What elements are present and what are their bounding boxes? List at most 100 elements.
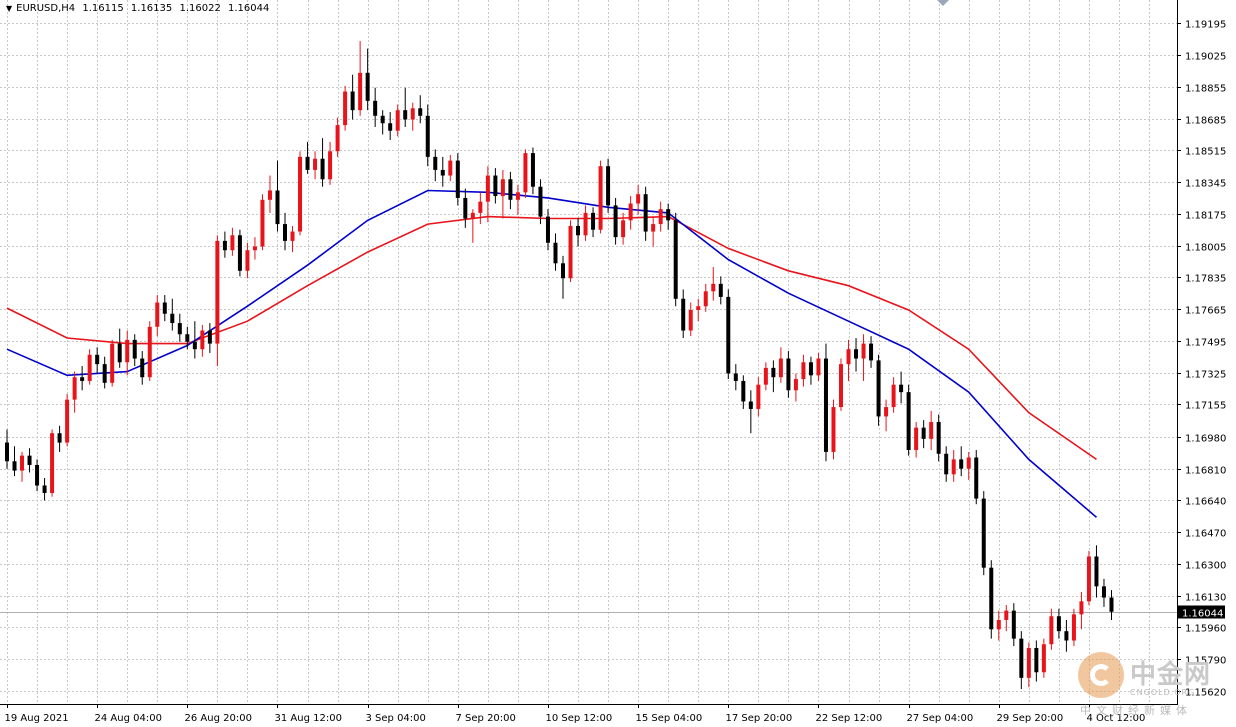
low-value: 1.16022	[179, 3, 221, 14]
candle-body	[485, 175, 490, 202]
candle-body	[1101, 586, 1106, 598]
price-tick-label: 1.17325	[1185, 370, 1226, 381]
candle-body	[568, 225, 573, 279]
time-tick-label: 15 Sep 04:00	[636, 713, 703, 724]
price-tick-label: 1.17665	[1185, 306, 1226, 317]
bear-candle	[823, 343, 828, 462]
bull-candle	[215, 235, 220, 367]
bear-candle	[718, 276, 723, 305]
bear-candle	[403, 87, 408, 127]
price-tick-label: 1.18685	[1185, 116, 1226, 127]
bear-candle	[944, 446, 949, 482]
candle-body	[733, 373, 738, 381]
bull-candle	[298, 151, 303, 236]
bear-candle	[5, 429, 9, 469]
bull-candle	[1004, 605, 1009, 632]
candle-body	[545, 216, 550, 243]
bull-candle	[711, 267, 716, 301]
candle-body	[981, 498, 986, 568]
candle-body	[606, 166, 611, 206]
bull-candle	[230, 227, 235, 256]
time-tick-label: 17 Sep 20:00	[726, 713, 793, 724]
bear-candle	[320, 138, 325, 187]
watermark-logo: 中金网 CNGOLD.ORG 中文财经新媒体	[1078, 652, 1228, 722]
candle-body	[185, 334, 190, 342]
bear-candle	[1011, 603, 1016, 647]
bear-candle	[12, 446, 17, 477]
time-tick-label: 27 Sep 04:00	[907, 713, 974, 724]
bear-candle	[117, 328, 122, 368]
bear-candle	[921, 420, 926, 449]
candle-body	[1011, 610, 1016, 639]
time-tick-label: 26 Aug 20:00	[185, 713, 252, 724]
candle-body	[365, 72, 370, 101]
candle-body	[763, 367, 768, 385]
bear-candle	[538, 179, 543, 225]
candle-body	[388, 123, 393, 131]
time-tick-label: 7 Sep 20:00	[456, 713, 516, 724]
bull-candle	[951, 450, 956, 482]
candle-body	[974, 457, 979, 499]
bear-candle	[380, 110, 385, 135]
bull-candle	[884, 399, 889, 432]
bear-candle	[681, 289, 686, 338]
candle-body	[515, 192, 520, 200]
candle-body	[929, 422, 934, 439]
bear-candle	[786, 351, 791, 398]
price-tick-label: 1.17155	[1185, 401, 1226, 412]
candle-body	[1086, 556, 1091, 602]
bull-candle	[636, 184, 641, 215]
candle-body	[508, 179, 513, 200]
candle-body	[636, 194, 641, 204]
candle-body	[42, 485, 47, 493]
candle-body	[5, 442, 9, 462]
bear-candle	[1034, 640, 1039, 682]
bear-candle	[162, 295, 167, 322]
candle-body	[839, 364, 843, 408]
candle-body	[1056, 616, 1061, 632]
bull-candle	[313, 151, 318, 180]
bear-candle	[35, 459, 40, 492]
bear-candle	[305, 141, 310, 174]
watermark-title: 中金网	[1130, 660, 1212, 690]
triangle-down-icon[interactable]: ▼	[6, 4, 13, 13]
candle-body	[613, 205, 618, 238]
candle-body	[1004, 610, 1009, 620]
bull-candle	[125, 330, 130, 376]
candle-body	[463, 197, 468, 219]
candle-body	[966, 457, 971, 469]
bear-candle	[283, 212, 287, 251]
candle-body	[140, 358, 145, 378]
candle-body	[72, 377, 77, 400]
candle-body	[177, 323, 182, 335]
candle-body	[1094, 556, 1099, 587]
candle-body	[921, 427, 926, 439]
bull-candle	[155, 295, 160, 337]
bear-candle	[192, 321, 197, 359]
bull-candle	[793, 373, 798, 402]
time-tick-label: 3 Sep 04:00	[366, 713, 426, 724]
candle-body	[899, 384, 904, 393]
candle-body	[328, 151, 333, 180]
candle-body	[102, 364, 107, 383]
candle-body	[598, 166, 603, 230]
candle-body	[80, 377, 85, 381]
candle-body	[711, 283, 716, 292]
plot-area[interactable]	[0, 0, 1178, 705]
bull-candle	[260, 194, 265, 251]
candle-body	[688, 309, 693, 331]
candle-body	[816, 358, 821, 376]
candle-body	[455, 160, 460, 198]
bear-candle	[561, 255, 565, 299]
candle-body	[305, 156, 310, 170]
candle-body	[748, 401, 753, 409]
price-tick-label: 1.18005	[1185, 243, 1226, 254]
candle-body	[996, 619, 1001, 630]
candle-body	[170, 313, 175, 324]
chart-shift-marker-icon[interactable]	[937, 0, 949, 6]
candle-body	[433, 156, 438, 170]
bull-candle	[448, 154, 453, 182]
candle-body	[621, 220, 626, 238]
